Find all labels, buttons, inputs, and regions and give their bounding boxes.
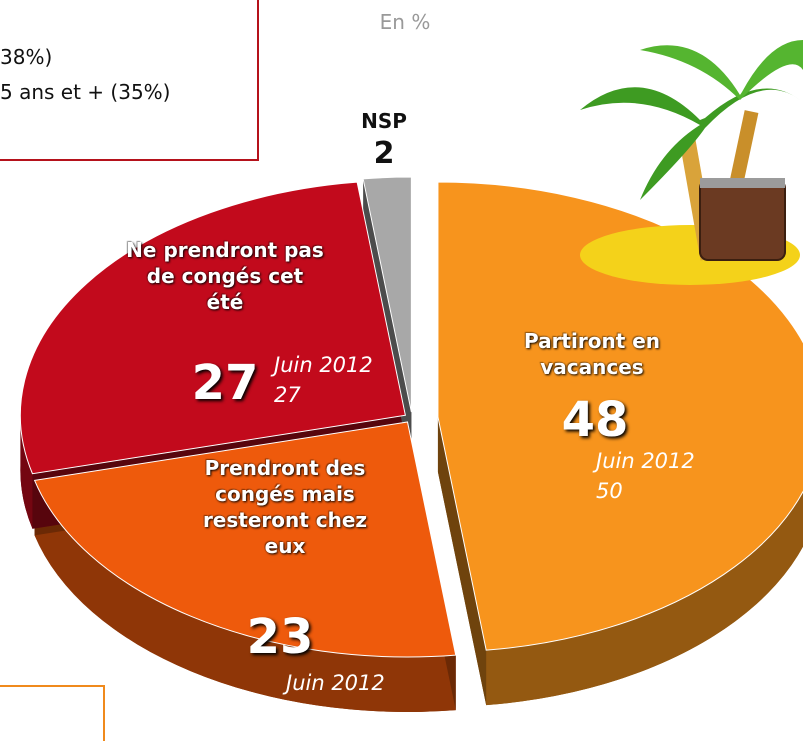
value-label: 2 [373, 136, 395, 171]
previous-label: Juin 2012 [596, 449, 695, 473]
slice [362, 176, 412, 413]
annotation: 5 ans et + (35%) [0, 80, 171, 104]
annotation: 38%) [0, 45, 53, 69]
slice-label: NSP [361, 109, 407, 133]
slice-label: Ne prendront pas de congés cet été [126, 238, 324, 314]
value-label: 27 [191, 355, 259, 411]
slice [33, 421, 457, 658]
previous-value: 50 [596, 479, 623, 503]
palm-illustration [580, 40, 803, 285]
slice-cut [437, 417, 487, 706]
previous-label: Juin 2012 [286, 671, 385, 695]
previous-value: 21 [286, 701, 313, 725]
value-label: 48 [561, 392, 629, 448]
slice-label: Partiront en vacances [523, 329, 661, 379]
slice [437, 181, 803, 651]
slice-label: Prendront des congés mais resteront chez… [202, 456, 368, 558]
pie [19, 176, 803, 712]
previous-label: Juin 2012 [274, 353, 373, 377]
slice-side [486, 491, 803, 706]
slice-side [34, 480, 456, 712]
slice-side [20, 415, 33, 529]
decoration [0, 0, 259, 741]
value-label: 23 [246, 609, 314, 665]
previous-value: 27 [274, 383, 301, 407]
subtitle: En % [379, 10, 431, 34]
slice [19, 181, 406, 475]
